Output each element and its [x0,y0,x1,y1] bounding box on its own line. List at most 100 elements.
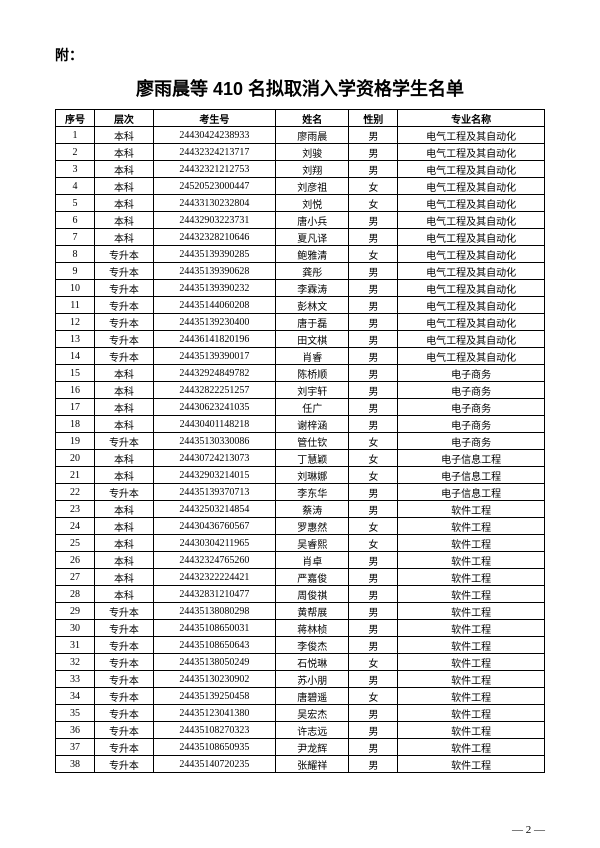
table-row: 4本科24520523000447刘彦祖女电气工程及其自动化 [56,178,545,195]
table-cell: 28 [56,586,95,603]
table-cell: 24435123041380 [153,705,275,722]
table-cell: 专升本 [95,331,154,348]
table-cell: 本科 [95,161,154,178]
table-cell: 肖睿 [276,348,349,365]
table-cell: 男 [349,229,398,246]
table-cell: 男 [349,552,398,569]
table-cell: 李东华 [276,484,349,501]
table-cell: 本科 [95,552,154,569]
table-cell: 男 [349,637,398,654]
table-cell: 本科 [95,212,154,229]
table-cell: 李霖涛 [276,280,349,297]
table-cell: 36 [56,722,95,739]
table-cell: 软件工程 [398,756,545,773]
table-row: 21本科24432903214015刘琳娜女电子信息工程 [56,467,545,484]
table-cell: 女 [349,688,398,705]
table-cell: 本科 [95,518,154,535]
table-cell: 30 [56,620,95,637]
table-cell: 16 [56,382,95,399]
table-cell: 本科 [95,569,154,586]
table-cell: 电子商务 [398,433,545,450]
table-cell: 彭林文 [276,297,349,314]
table-cell: 电子信息工程 [398,484,545,501]
table-cell: 专升本 [95,705,154,722]
table-cell: 男 [349,416,398,433]
table-cell: 25 [56,535,95,552]
table-cell: 丁慧颖 [276,450,349,467]
table-cell: 肖卓 [276,552,349,569]
table-cell: 24435139390285 [153,246,275,263]
table-cell: 24435139390232 [153,280,275,297]
table-row: 13专升本24436141820196田文棋男电气工程及其自动化 [56,331,545,348]
table-cell: 24430724213073 [153,450,275,467]
table-cell: 男 [349,263,398,280]
table-cell: 女 [349,518,398,535]
table-cell: 专升本 [95,739,154,756]
table-cell: 本科 [95,229,154,246]
table-cell: 专升本 [95,671,154,688]
table-cell: 专升本 [95,280,154,297]
table-cell: 软件工程 [398,722,545,739]
table-cell: 女 [349,246,398,263]
table-cell: 吴睿熙 [276,535,349,552]
table-cell: 蒋林桢 [276,620,349,637]
table-cell: 专升本 [95,433,154,450]
table-cell: 24435139390628 [153,263,275,280]
table-cell: 男 [349,280,398,297]
table-cell: 谢梓涵 [276,416,349,433]
table-cell: 唐碧遥 [276,688,349,705]
table-row: 32专升本24435138050249石悦琳女软件工程 [56,654,545,671]
table-cell: 24430304211965 [153,535,275,552]
table-cell: 电气工程及其自动化 [398,127,545,144]
table-cell: 34 [56,688,95,705]
table-header-cell: 姓名 [276,110,349,127]
table-row: 29专升本24435138080298黄帮展男软件工程 [56,603,545,620]
table-cell: 27 [56,569,95,586]
table-cell: 专升本 [95,688,154,705]
prefix-label: 附： [55,45,545,65]
table-cell: 软件工程 [398,637,545,654]
table-cell: 男 [349,382,398,399]
table-cell: 26 [56,552,95,569]
table-cell: 38 [56,756,95,773]
table-cell: 24432831210477 [153,586,275,603]
table-cell: 本科 [95,195,154,212]
table-cell: 24432503214854 [153,501,275,518]
table-cell: 24520523000447 [153,178,275,195]
table-cell: 女 [349,450,398,467]
table-cell: 2 [56,144,95,161]
table-cell: 电气工程及其自动化 [398,195,545,212]
table-cell: 唐于磊 [276,314,349,331]
table-cell: 9 [56,263,95,280]
table-cell: 24435139250458 [153,688,275,705]
table-cell: 软件工程 [398,620,545,637]
table-cell: 软件工程 [398,552,545,569]
table-cell: 男 [349,756,398,773]
table-cell: 18 [56,416,95,433]
table-cell: 专升本 [95,484,154,501]
table-row: 17本科24430623241035任广男电子商务 [56,399,545,416]
table-cell: 软件工程 [398,671,545,688]
table-cell: 电子商务 [398,416,545,433]
table-cell: 软件工程 [398,518,545,535]
table-cell: 24435138050249 [153,654,275,671]
table-row: 20本科24430724213073丁慧颖女电子信息工程 [56,450,545,467]
table-cell: 女 [349,654,398,671]
table-cell: 电气工程及其自动化 [398,144,545,161]
table-cell: 电气工程及其自动化 [398,348,545,365]
table-cell: 男 [349,484,398,501]
table-cell: 陈桥顺 [276,365,349,382]
table-cell: 20 [56,450,95,467]
table-cell: 软件工程 [398,739,545,756]
table-header-cell: 考生号 [153,110,275,127]
table-cell: 电气工程及其自动化 [398,246,545,263]
table-cell: 19 [56,433,95,450]
table-cell: 24435139370713 [153,484,275,501]
table-cell: 男 [349,212,398,229]
table-cell: 24432324765260 [153,552,275,569]
table-cell: 17 [56,399,95,416]
table-cell: 男 [349,620,398,637]
table-cell: 男 [349,569,398,586]
table-cell: 14 [56,348,95,365]
table-header-row: 序号层次考生号姓名性别专业名称 [56,110,545,127]
